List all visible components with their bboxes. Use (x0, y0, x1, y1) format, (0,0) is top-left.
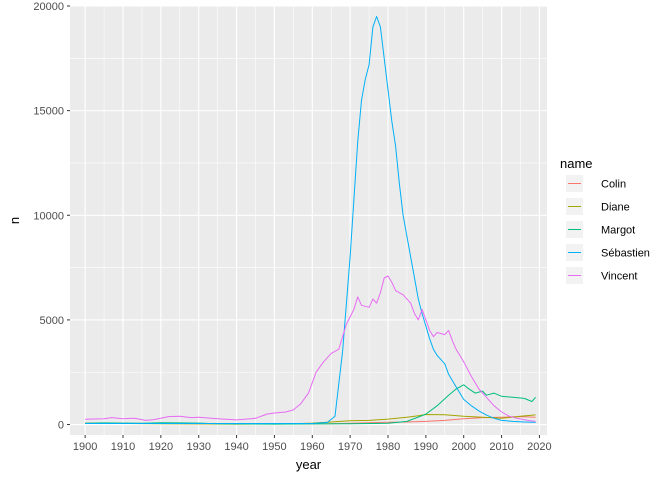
grid-major (70, 5, 547, 435)
x-axis: 1900 1910 1920 1930 1940 1950 1960 1970 1980 1990… (73, 435, 552, 453)
series-line-s-bastien (85, 16, 536, 424)
series-lines (85, 16, 536, 425)
panel-background (70, 6, 547, 435)
x-tick-label: 1910 (111, 441, 135, 453)
y-axis: 0 5000 10000 15000 20000 (33, 1, 70, 432)
legend: name Colin Diane Margot Sébastien Vincent (560, 156, 650, 284)
legend-title: name (560, 156, 593, 171)
series-line-margot (85, 384, 536, 425)
x-tick-label: 1990 (414, 441, 438, 453)
legend-label: Sébastien (601, 248, 650, 260)
y-axis-title: n (7, 217, 22, 224)
x-tick-label: 1950 (262, 441, 286, 453)
x-tick-label: 2000 (451, 441, 475, 453)
grid-minor (70, 6, 547, 435)
legend-label: Vincent (601, 271, 638, 283)
x-tick-label: 1970 (338, 441, 362, 453)
legend-label: Diane (601, 202, 630, 214)
series-line-vincent (85, 275, 536, 422)
x-axis-title: year (296, 457, 322, 472)
y-tick-label: 5000 (40, 315, 64, 327)
y-tick-label: 0 (58, 420, 64, 432)
x-tick-label: 2020 (527, 441, 551, 453)
x-tick-label: 1960 (300, 441, 324, 453)
legend-label: Margot (601, 225, 635, 237)
x-tick-label: 1900 (73, 441, 97, 453)
y-tick-label: 10000 (33, 210, 64, 222)
x-tick-label: 1930 (186, 441, 210, 453)
x-tick-label: 2010 (489, 441, 513, 453)
x-tick-label: 1980 (376, 441, 400, 453)
y-tick-label: 20000 (33, 1, 64, 13)
legend-label: Colin (601, 179, 626, 191)
x-tick-label: 1940 (224, 441, 248, 453)
y-tick-label: 15000 (33, 106, 64, 118)
x-tick-label: 1920 (149, 441, 173, 453)
